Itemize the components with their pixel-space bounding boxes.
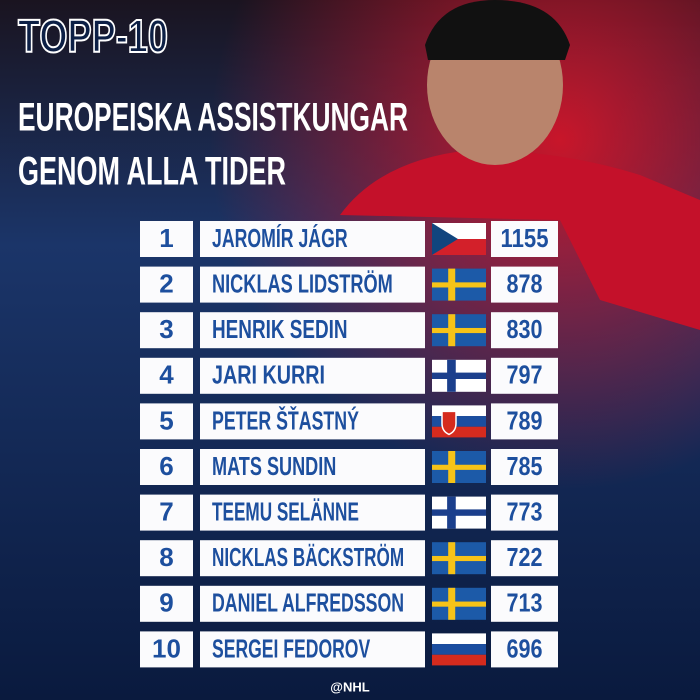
rank: 7	[159, 496, 173, 526]
cell	[200, 449, 425, 485]
cell	[140, 631, 193, 668]
footer: @NHL	[330, 679, 369, 694]
assists: 878	[507, 268, 543, 298]
rank: 4	[159, 360, 174, 390]
flag	[432, 601, 486, 607]
flag	[432, 327, 486, 334]
cell	[491, 403, 558, 440]
assists: 713	[507, 588, 543, 618]
cell	[491, 266, 558, 303]
flag	[432, 555, 486, 562]
cell	[200, 540, 425, 577]
subtitle: EUROPEISKA ASSISTKUNGAR	[18, 96, 408, 140]
cell	[491, 585, 558, 622]
subtitle: GENOM ALLA TIDER	[18, 150, 286, 194]
cell	[140, 494, 193, 531]
flag	[432, 223, 458, 255]
assists: 696	[507, 633, 543, 663]
cell	[140, 585, 193, 622]
cell	[491, 631, 558, 668]
cell	[140, 540, 193, 577]
cell	[140, 221, 193, 257]
cell	[491, 357, 558, 394]
helmet	[425, 0, 570, 60]
assists: 773	[507, 496, 543, 526]
cell	[491, 312, 558, 349]
rank: 5	[159, 405, 173, 435]
cell	[140, 449, 193, 485]
flag	[432, 416, 486, 427]
assists: 830	[507, 314, 543, 344]
rank: 10	[152, 633, 181, 663]
cell	[140, 403, 193, 440]
rank: 3	[159, 314, 173, 344]
table: 1 JAROMÍR JÁGR 1155 2 NICKLAS LIDSTRÖM 878 3 HE…	[140, 221, 558, 668]
assists: 1155	[501, 223, 549, 253]
player-name: NICKLAS LIDSTRÖM	[212, 268, 393, 298]
player-name: JAROMÍR JÁGR	[212, 223, 348, 253]
flag	[432, 654, 486, 666]
cell	[200, 494, 425, 531]
player-name: SERGEI FEDOROV	[212, 633, 371, 663]
cell	[491, 221, 558, 257]
cell	[491, 449, 558, 485]
cell	[200, 585, 425, 622]
assists: 785	[507, 451, 543, 481]
rank: 2	[159, 268, 173, 298]
cell	[200, 631, 425, 668]
rank: 6	[159, 451, 173, 481]
cell	[491, 540, 558, 577]
assists: 789	[507, 405, 543, 435]
player-name: NICKLAS BÄCKSTRÖM	[212, 542, 404, 572]
rank: 9	[159, 588, 173, 618]
flag	[432, 644, 486, 655]
player-name: MATS SUNDIN	[212, 451, 336, 481]
flag	[432, 633, 486, 645]
flag	[432, 282, 486, 288]
player-name: PETER ŠŤASTNÝ	[212, 405, 359, 435]
assists: 722	[507, 542, 543, 572]
cell	[140, 266, 193, 303]
flag	[441, 410, 457, 436]
player-name: JARI KURRI	[212, 360, 325, 390]
cell	[200, 357, 425, 394]
assists: 797	[507, 360, 543, 390]
title: TOPP-10	[18, 10, 168, 62]
cell	[200, 312, 425, 349]
player-name: HENRIK SEDIN	[212, 314, 348, 344]
flag	[432, 372, 486, 379]
flag	[432, 509, 486, 516]
jersey	[340, 150, 700, 330]
flag	[432, 464, 486, 470]
cell	[200, 403, 425, 440]
cell	[200, 266, 425, 303]
flag	[432, 405, 486, 417]
cell	[140, 357, 193, 394]
cell	[491, 494, 558, 531]
player-name: DANIEL ALFREDSSON	[212, 588, 404, 618]
flag	[432, 426, 486, 438]
player-name: TEEMU SELÄNNE	[212, 496, 359, 526]
rank: 8	[159, 542, 173, 572]
rank: 1	[159, 223, 173, 253]
cell	[200, 221, 425, 257]
cell	[140, 312, 193, 349]
